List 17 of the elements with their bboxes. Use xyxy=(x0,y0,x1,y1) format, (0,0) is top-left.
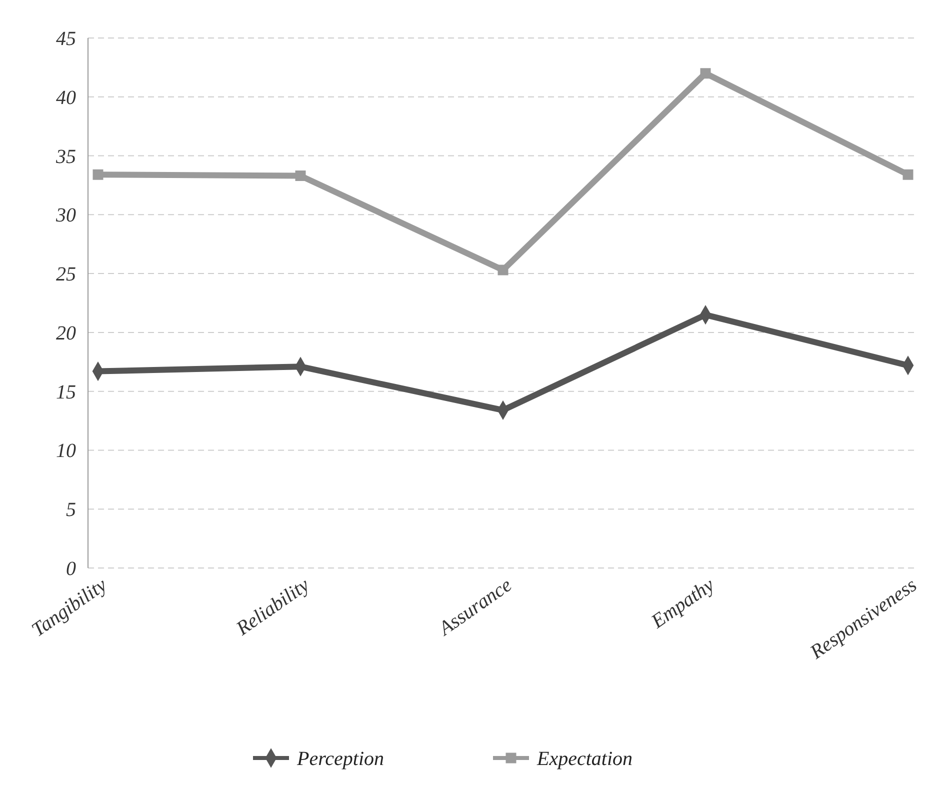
y-tick-label: 5 xyxy=(66,499,76,522)
point xyxy=(92,169,104,180)
legend-label: Expectation xyxy=(536,748,633,770)
y-tick-label: 35 xyxy=(55,146,76,168)
y-tick-label: 15 xyxy=(56,381,76,404)
y-tick-label: 40 xyxy=(56,86,76,109)
point xyxy=(902,169,914,180)
y-tick-label: 20 xyxy=(56,322,76,344)
y-tick-label: 10 xyxy=(56,440,76,462)
y-tick-label: 0 xyxy=(66,558,76,580)
legend-label: Perception xyxy=(296,748,384,770)
point xyxy=(498,264,508,276)
y-tick-label: 30 xyxy=(55,204,76,227)
point xyxy=(295,170,306,182)
y-tick-label: 25 xyxy=(56,264,76,286)
point xyxy=(700,68,711,79)
y-tick-label: 45 xyxy=(56,28,76,50)
